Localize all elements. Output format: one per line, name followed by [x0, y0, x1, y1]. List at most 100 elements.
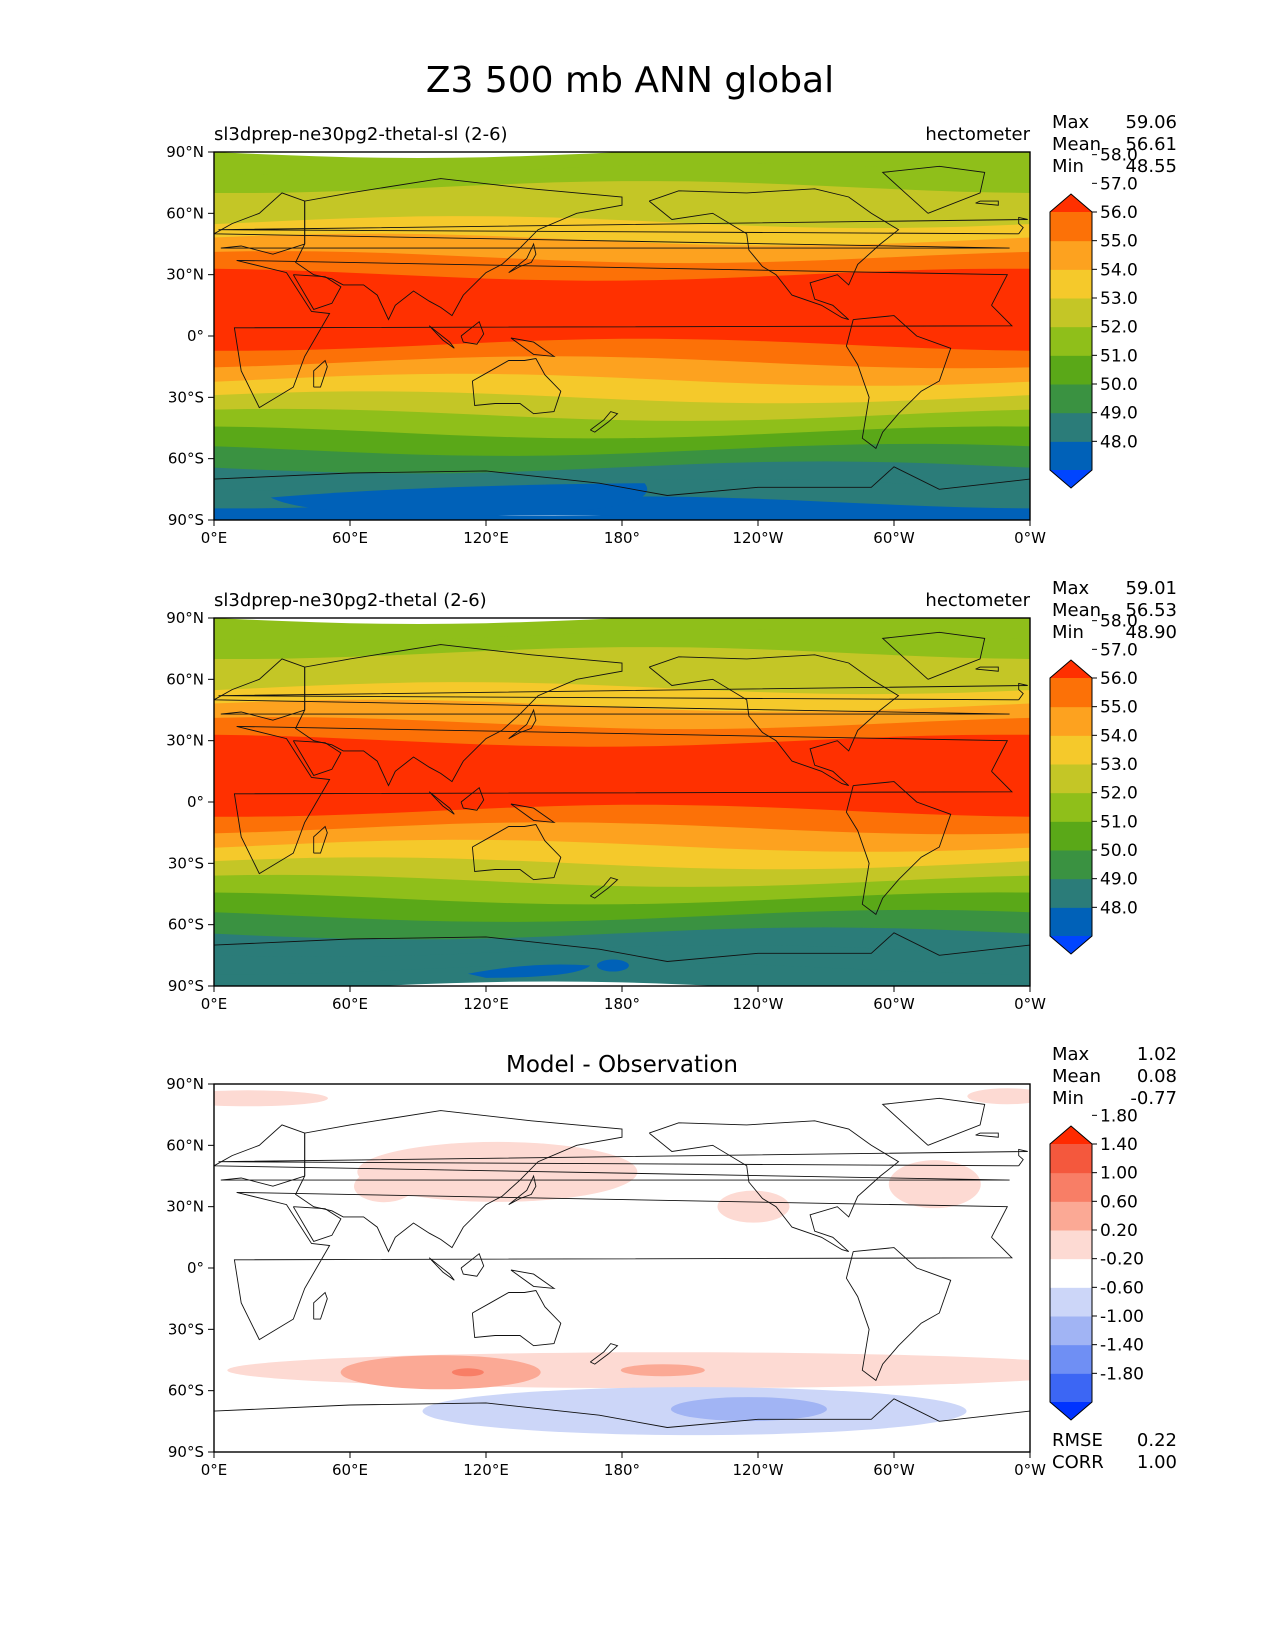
- stat-label-min: Min: [1052, 1088, 1084, 1109]
- lon-tick-label: 60°W: [873, 1461, 915, 1479]
- colorbar-extend-min: [1050, 1402, 1092, 1420]
- coastline-samerica: [845, 1247, 952, 1382]
- map-panel-2: 90°N 60°N 30°N 0° 30°S 60°S 90°S0°E 60°E 120°E 18…: [166, 578, 1177, 1013]
- panel-title: sl3dprep-ne30pg2-thetal (2-6): [214, 590, 487, 611]
- colorbar-tick-label: 58.0: [1100, 612, 1138, 632]
- stat-value-rmse: 0.22: [1137, 1430, 1177, 1451]
- lon-tick-label: 120°W: [733, 1461, 784, 1479]
- colorbar-segment: [1050, 878, 1092, 908]
- coastline-newguinea: [510, 337, 556, 358]
- coastline-newzealand: [590, 877, 619, 899]
- colorbar-segment: [1050, 1230, 1092, 1260]
- contour-region: [670, 1397, 827, 1422]
- colorbar-tick-label: -1.00: [1100, 1307, 1144, 1327]
- stat-label-max: Max: [1052, 112, 1090, 133]
- colorbar-extend-min: [1050, 470, 1092, 488]
- panel-center-title: Model - Observation: [506, 1052, 738, 1078]
- stat-value-max: 1.02: [1137, 1044, 1177, 1065]
- colorbar-tick-label: 57.0: [1100, 640, 1138, 660]
- coastline-greenland: [881, 631, 986, 680]
- colorbar-segment: [1050, 1287, 1092, 1317]
- panel-units: hectometer: [925, 124, 1030, 145]
- colorbar-segment: [1050, 792, 1092, 822]
- contour-band: [214, 426, 1030, 458]
- colorbar-outline: [1049, 193, 1093, 489]
- colorbar-tick-label: 54.0: [1100, 726, 1138, 746]
- contour-band: [467, 964, 591, 978]
- contour-region: [214, 1090, 328, 1107]
- coastline-iceland: [975, 1132, 999, 1138]
- lon-tick-label: 120°W: [733, 995, 784, 1013]
- coastline-iceland: [975, 666, 999, 672]
- stat-label-max: Max: [1052, 1044, 1090, 1065]
- contour-band: [214, 927, 1030, 959]
- coastline-madagascar: [313, 825, 328, 854]
- coastline-borneo: [460, 1252, 485, 1277]
- stat-label-rmse: RMSE: [1052, 1430, 1103, 1451]
- lat-tick-label: 60°S: [168, 1382, 204, 1400]
- contour-band: [214, 734, 1030, 766]
- stat-label-mean: Mean: [1052, 600, 1101, 621]
- stat-label-min: Min: [1052, 622, 1084, 643]
- coastline-samerica: [845, 315, 952, 450]
- contour-band: [214, 892, 1030, 924]
- lat-tick-label: 60°N: [166, 1136, 204, 1154]
- stat-label-mean: Mean: [1052, 134, 1101, 155]
- contour-band: [214, 962, 1030, 986]
- map-panel-1: 90°N 60°N 30°N 0° 30°S 60°S 90°S0°E 60°E 120°E 18…: [166, 112, 1177, 547]
- contour-region: [888, 1160, 981, 1209]
- colorbar-tick-label: 52.0: [1100, 318, 1138, 338]
- colorbar-segment: [1050, 706, 1092, 736]
- colorbar-segment: [1050, 1172, 1092, 1202]
- colorbar-tick-label: 0.20: [1100, 1221, 1138, 1241]
- coastlines: [214, 631, 1030, 962]
- colorbar-tick-label: 56.0: [1100, 203, 1138, 223]
- lon-tick-label: 120°E: [463, 995, 509, 1013]
- stat-label-max: Max: [1052, 578, 1090, 599]
- contour-region: [620, 1364, 705, 1377]
- colorbar-tick-label: 56.0: [1100, 669, 1138, 689]
- colorbar-tick-label: 49.0: [1100, 870, 1138, 890]
- lat-tick-label: 60°N: [166, 670, 204, 688]
- colorbar-segment: [1050, 384, 1092, 414]
- colorbar-tick-label: -0.60: [1100, 1278, 1144, 1298]
- lat-tick-label: 0°: [187, 793, 204, 811]
- coastline-japan: [508, 1174, 537, 1205]
- contour-band: [214, 286, 1030, 318]
- coastline-madagascar: [313, 1291, 328, 1320]
- lat-tick-label: 90°N: [166, 609, 204, 627]
- coastline-arabia: [292, 1206, 342, 1242]
- stat-value-min: 48.55: [1125, 156, 1177, 177]
- stat-value-mean: 56.61: [1125, 134, 1177, 155]
- coastline-namerica: [648, 1120, 900, 1253]
- coastlines: [214, 1097, 1030, 1428]
- lat-tick-label: 90°N: [166, 1075, 204, 1093]
- colorbar-segment: [1050, 821, 1092, 851]
- colorbar-tick-label: 52.0: [1100, 784, 1138, 804]
- colorbar-tick-label: 49.0: [1100, 404, 1138, 424]
- colorbar-tick-label: -0.20: [1100, 1250, 1144, 1270]
- lat-tick-label: 90°S: [168, 977, 204, 995]
- contour-band: [214, 233, 1030, 265]
- panel-units: hectometer: [925, 590, 1030, 611]
- coastline-sumatra: [428, 325, 455, 349]
- colorbar: -1.80 -1.40 -1.00 -0.60 -0.20 0.20 0.60 1.00 1.4…: [1049, 1106, 1144, 1421]
- coastline-australia: [471, 1290, 562, 1347]
- contour-band: [270, 483, 648, 516]
- colorbar-tick-label: -1.40: [1100, 1336, 1144, 1356]
- coastline-iceland: [975, 200, 999, 206]
- coastline-antarctica: [214, 932, 1030, 962]
- colorbar-segment: [1050, 269, 1092, 299]
- coastline-asia: [295, 1110, 623, 1253]
- lon-tick-label: 60°E: [332, 995, 368, 1013]
- colorbar-segment: [1050, 240, 1092, 270]
- lon-tick-label: 180°: [604, 995, 640, 1013]
- contour-band: [214, 268, 1030, 300]
- coastline-newguinea: [510, 1269, 556, 1290]
- colorbar-tick-label: 50.0: [1100, 375, 1138, 395]
- colorbar-extend-min: [1050, 936, 1092, 954]
- stat-label-min: Min: [1052, 156, 1084, 177]
- stat-value-min: -0.77: [1130, 1088, 1177, 1109]
- stat-label-mean: Mean: [1052, 1066, 1101, 1087]
- contour-band: [214, 356, 1030, 388]
